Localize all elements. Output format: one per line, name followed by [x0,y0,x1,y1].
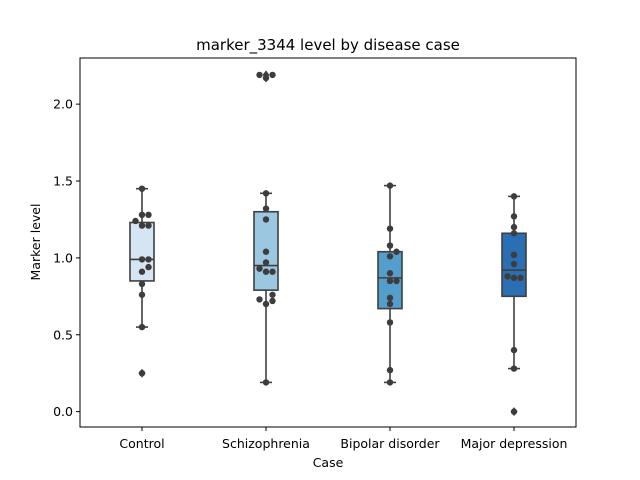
x-tick-label: Control [119,436,164,451]
data-point [386,225,394,232]
data-point [262,379,270,386]
x-tick-label: Bipolar disorder [340,436,440,451]
data-point [393,248,400,255]
x-tick-label: Schizophrenia [222,436,310,451]
plot-frame [79,57,577,428]
x-axis-label: Case [313,455,344,470]
data-point [510,213,518,220]
data-point [138,291,146,298]
data-point [510,408,518,415]
data-point [386,319,394,326]
chart-title: marker_3344 level by disease case [196,36,460,55]
data-point [510,223,518,231]
y-axis-label: Marker level [28,204,43,281]
data-point [517,274,524,282]
data-point [386,294,394,302]
data-point [262,300,270,308]
data-point [510,365,518,372]
data-point [256,71,263,79]
data-point [256,296,263,303]
box-group-control [129,185,155,378]
data-point [510,274,518,282]
data-point [386,270,394,277]
data-point [138,369,146,377]
data-point [386,253,394,260]
data-point [145,222,152,229]
x-tick-label: Major depression [461,436,568,451]
data-point [138,211,146,219]
data-point [256,265,263,272]
data-point [262,259,270,266]
data-point [269,297,276,305]
data-point [262,205,270,212]
data-point [138,185,146,192]
data-point [269,291,276,298]
data-point [386,182,394,189]
data-point [145,263,152,271]
data-point [138,222,146,229]
y-tick-label: 2.0 [53,97,73,112]
data-point [262,190,270,197]
data-point [510,251,518,258]
plot-area [129,70,527,417]
box-group-schizophrenia [253,70,279,386]
data-point [386,300,394,308]
y-tick-label: 0.5 [53,327,73,342]
data-point [386,277,394,285]
data-point [262,74,270,82]
data-point [145,211,152,219]
data-point [386,379,394,386]
y-axis: 0.0 0.5 1.0 1.5 2.0 [53,97,80,419]
y-tick-label: 0.0 [53,404,73,419]
box-group-major-depression [501,193,527,417]
data-point [132,217,139,225]
data-point [269,71,276,79]
data-point [504,273,511,280]
data-point [262,268,270,275]
data-point [262,216,270,223]
y-tick-label: 1.0 [53,250,73,265]
data-point [393,277,400,285]
data-point [510,230,518,237]
data-point [145,256,152,263]
data-point [510,346,518,354]
x-axis: Control Schizophrenia Bipolar disorder Majo… [119,427,567,451]
box-group-bipolar-disorder [377,182,403,386]
y-tick-label: 1.5 [53,174,73,189]
data-point [386,242,394,249]
data-point [138,323,146,331]
data-point [138,280,146,288]
data-point [510,260,518,268]
data-point [138,268,146,275]
data-point [269,268,276,275]
data-point [138,256,146,263]
data-point [262,248,270,255]
data-point [510,193,518,200]
data-point [386,366,394,374]
